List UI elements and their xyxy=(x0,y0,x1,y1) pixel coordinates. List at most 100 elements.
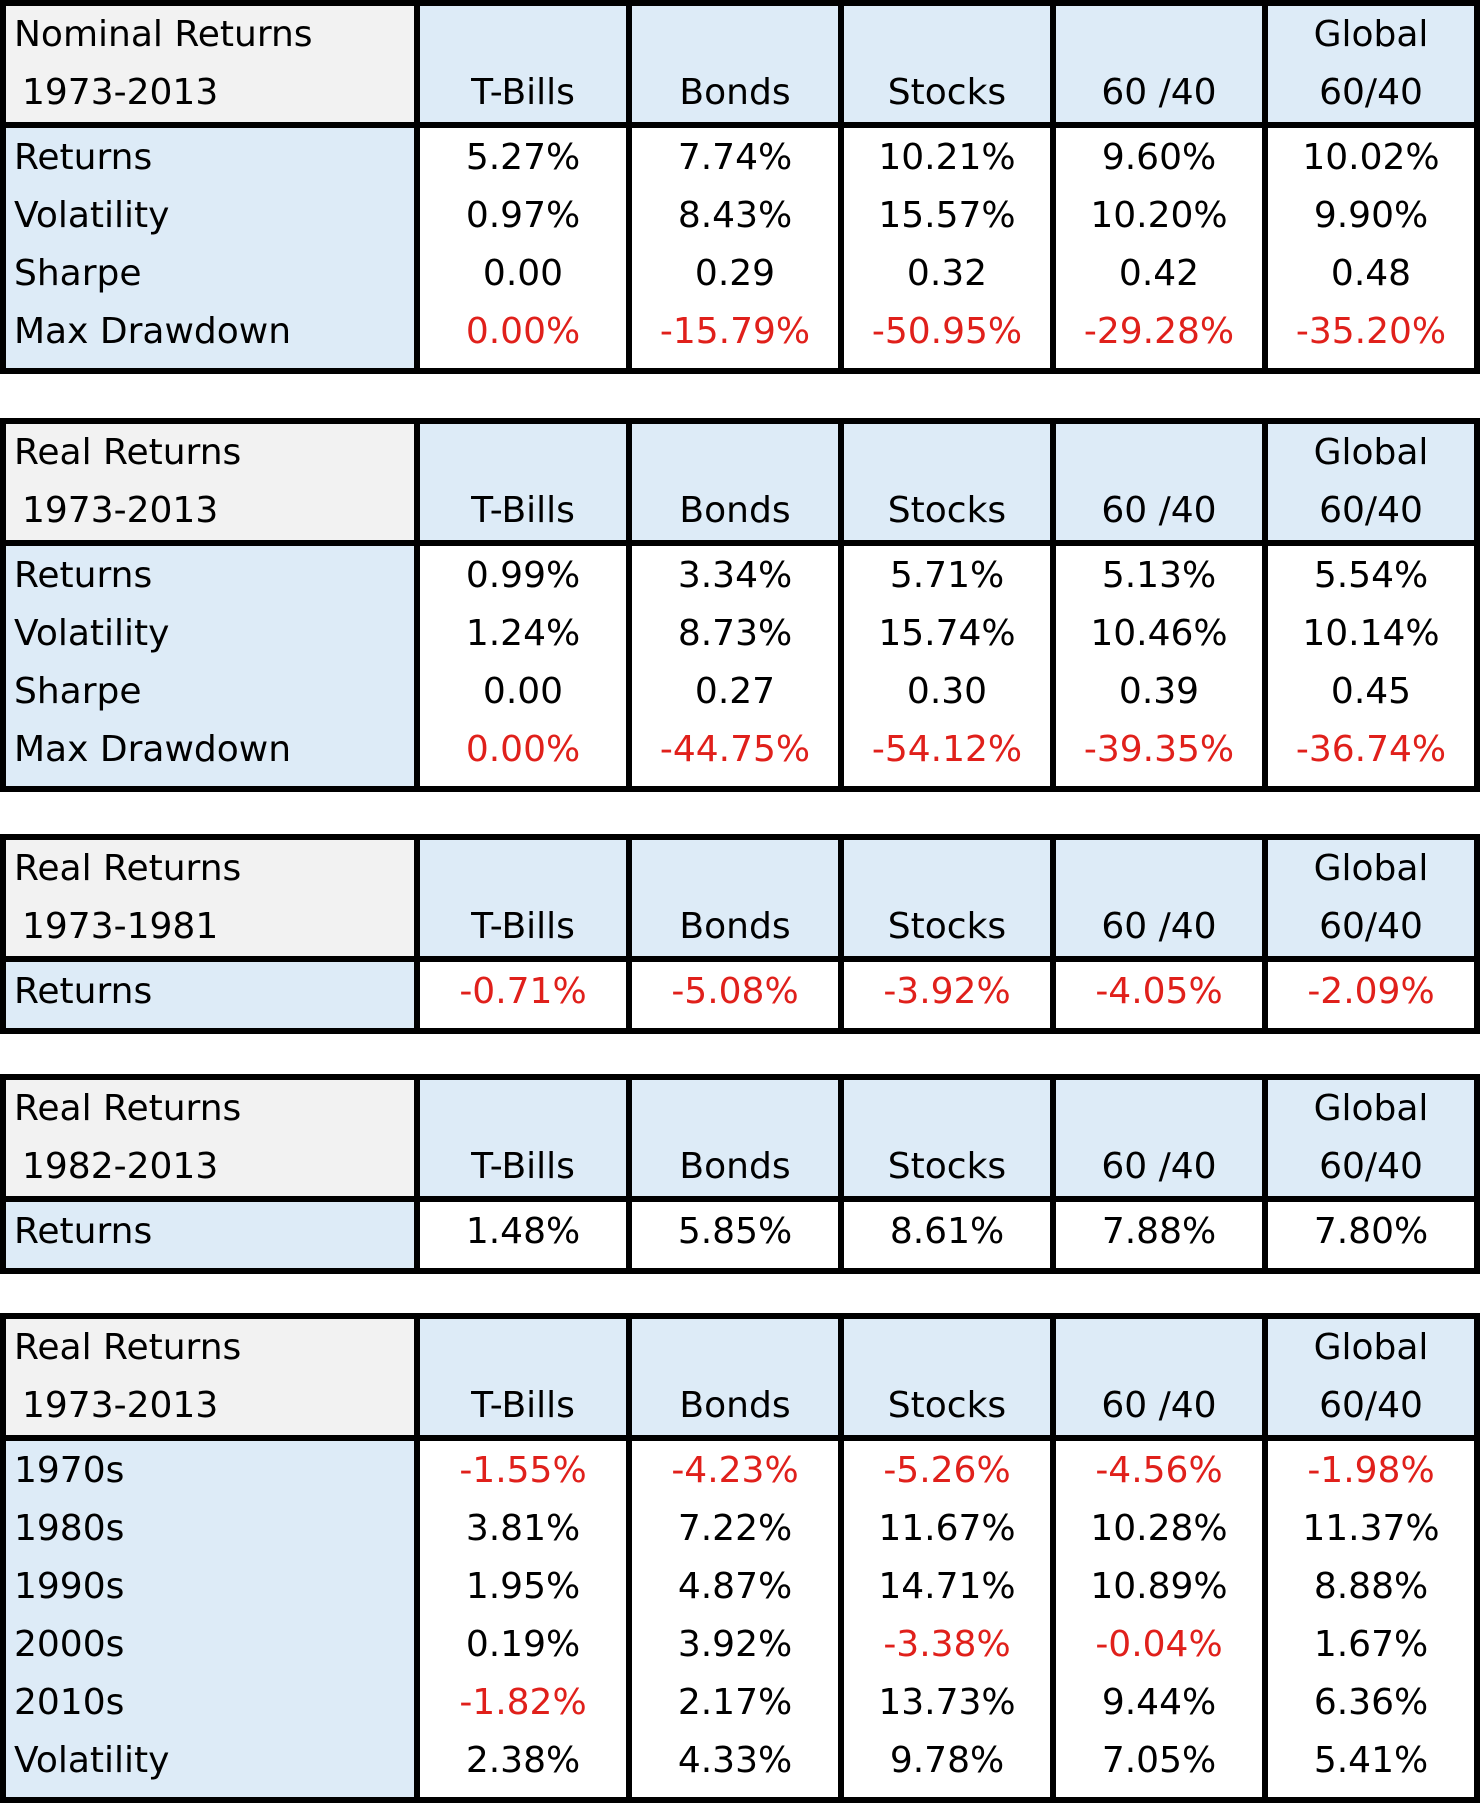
column-header-line1 xyxy=(635,424,835,482)
column-header-line1 xyxy=(423,6,623,64)
row-label: Returns xyxy=(0,1199,420,1271)
cell-value: 3.92% xyxy=(626,1615,844,1673)
column-header-line2: Stocks xyxy=(887,1385,1007,1426)
column-header: 60 /40 xyxy=(1050,1077,1268,1202)
cell-value: -50.95% xyxy=(838,302,1056,371)
cell-value: 0.32 xyxy=(838,244,1056,302)
row-label: Volatility xyxy=(0,604,420,662)
row-label: 1990s xyxy=(0,1557,420,1615)
column-header-line2: T-Bills xyxy=(471,72,575,113)
cell-value: 10.20% xyxy=(1050,186,1268,244)
cell-value: 0.45 xyxy=(1262,662,1480,720)
column-header-line1 xyxy=(847,1080,1047,1138)
cell-value: 10.46% xyxy=(1050,604,1268,662)
column-header-line2: Bonds xyxy=(679,490,791,531)
cell-value: 9.44% xyxy=(1050,1673,1268,1731)
cell-value: -3.38% xyxy=(838,1615,1056,1673)
cell-value: 5.27% xyxy=(414,125,632,186)
column-header-line1 xyxy=(1059,840,1259,898)
cell-value: 1.48% xyxy=(414,1199,632,1271)
cell-value: 0.00 xyxy=(414,662,632,720)
column-header-line1: Global xyxy=(1313,432,1429,473)
cell-value: -5.08% xyxy=(626,959,844,1031)
cell-value: -0.71% xyxy=(414,959,632,1031)
table-title: Real Returns 1982-2013 xyxy=(0,1077,420,1202)
column-header: Stocks xyxy=(838,1077,1056,1202)
row-label: Sharpe xyxy=(0,244,420,302)
column-header: T-Bills xyxy=(414,3,632,128)
column-header-line1 xyxy=(423,1319,623,1377)
table-title: Nominal Returns 1973-2013 xyxy=(0,3,420,128)
column-header-line2: 60/40 xyxy=(1319,906,1423,947)
returns-table: Real Returns 1982-2013 T-Bills Bonds Stocks 6… xyxy=(0,1074,1480,1274)
column-header-line1: Global xyxy=(1313,1327,1429,1368)
row-label: 2000s xyxy=(0,1615,420,1673)
column-header-line1 xyxy=(847,6,1047,64)
cell-value: 10.89% xyxy=(1050,1557,1268,1615)
table-row: Returns 5.27% 7.74% 10.21% 9.60% 10.02% xyxy=(0,125,1480,186)
cell-value: 0.99% xyxy=(414,543,632,604)
cell-value: 11.67% xyxy=(838,1499,1056,1557)
cell-value: 8.61% xyxy=(838,1199,1056,1271)
column-header: Bonds xyxy=(626,3,844,128)
column-header-line1 xyxy=(635,6,835,64)
table-row: Returns 0.99% 3.34% 5.71% 5.13% 5.54% xyxy=(0,543,1480,604)
table-row: 1990s 1.95% 4.87% 14.71% 10.89% 8.88% xyxy=(0,1557,1480,1615)
column-header-line1 xyxy=(1059,6,1259,64)
row-label: Sharpe xyxy=(0,662,420,720)
cell-value: 15.74% xyxy=(838,604,1056,662)
column-header-line1 xyxy=(1059,424,1259,482)
table-row: Max Drawdown 0.00% -44.75% -54.12% -39.35% -3… xyxy=(0,720,1480,789)
table-title: Real Returns 1973-2013 xyxy=(0,1316,420,1441)
column-header: Stocks xyxy=(838,1316,1056,1441)
cell-value: 8.43% xyxy=(626,186,844,244)
column-header-line2: 60/40 xyxy=(1319,1146,1423,1187)
cell-value: -3.92% xyxy=(838,959,1056,1031)
table-title-line1: Real Returns xyxy=(14,848,242,889)
column-header-line2: T-Bills xyxy=(471,906,575,947)
table-title-line1: Real Returns xyxy=(14,1327,242,1368)
column-header-line1: Global xyxy=(1313,14,1429,55)
cell-value: 10.14% xyxy=(1262,604,1480,662)
cell-value: -0.04% xyxy=(1050,1615,1268,1673)
cell-value: 0.39 xyxy=(1050,662,1268,720)
table-row: Volatility 0.97% 8.43% 15.57% 10.20% 9.90% xyxy=(0,186,1480,244)
cell-value: 10.28% xyxy=(1050,1499,1268,1557)
cell-value: -4.05% xyxy=(1050,959,1268,1031)
table-title: Real Returns 1973-2013 xyxy=(0,421,420,546)
cell-value: 0.00 xyxy=(414,244,632,302)
cell-value: -5.26% xyxy=(838,1438,1056,1499)
cell-value: 3.81% xyxy=(414,1499,632,1557)
column-header-line1 xyxy=(847,1319,1047,1377)
returns-table: Real Returns 1973-2013 T-Bills Bonds Stocks 6… xyxy=(0,418,1480,792)
table-row: 1980s 3.81% 7.22% 11.67% 10.28% 11.37% xyxy=(0,1499,1480,1557)
cell-value: 1.24% xyxy=(414,604,632,662)
column-header: Bonds xyxy=(626,837,844,962)
cell-value: 5.54% xyxy=(1262,543,1480,604)
row-label: Returns xyxy=(0,125,420,186)
column-header-line1 xyxy=(847,424,1047,482)
column-header: T-Bills xyxy=(414,1077,632,1202)
cell-value: -15.79% xyxy=(626,302,844,371)
column-header-line1 xyxy=(847,840,1047,898)
column-header-line2: Bonds xyxy=(679,72,791,113)
cell-value: 8.73% xyxy=(626,604,844,662)
returns-table: Nominal Returns 1973-2013 T-Bills Bonds Stoc… xyxy=(0,0,1480,374)
table-row: Sharpe 0.00 0.27 0.30 0.39 0.45 xyxy=(0,662,1480,720)
column-header: 60 /40 xyxy=(1050,421,1268,546)
row-label: Max Drawdown xyxy=(0,302,420,371)
cell-value: 0.29 xyxy=(626,244,844,302)
column-header: Bonds xyxy=(626,1077,844,1202)
cell-value: -2.09% xyxy=(1262,959,1480,1031)
column-header: 60 /40 xyxy=(1050,3,1268,128)
column-header-line2: 60 /40 xyxy=(1101,1146,1217,1187)
column-header-line2: Bonds xyxy=(679,906,791,947)
cell-value: 2.17% xyxy=(626,1673,844,1731)
table-row: Volatility 1.24% 8.73% 15.74% 10.46% 10.14% xyxy=(0,604,1480,662)
row-label: 1970s xyxy=(0,1438,420,1499)
cell-value: 4.87% xyxy=(626,1557,844,1615)
row-label: Volatility xyxy=(0,186,420,244)
cell-value: -4.23% xyxy=(626,1438,844,1499)
cell-value: 15.57% xyxy=(838,186,1056,244)
cell-value: 7.05% xyxy=(1050,1731,1268,1800)
